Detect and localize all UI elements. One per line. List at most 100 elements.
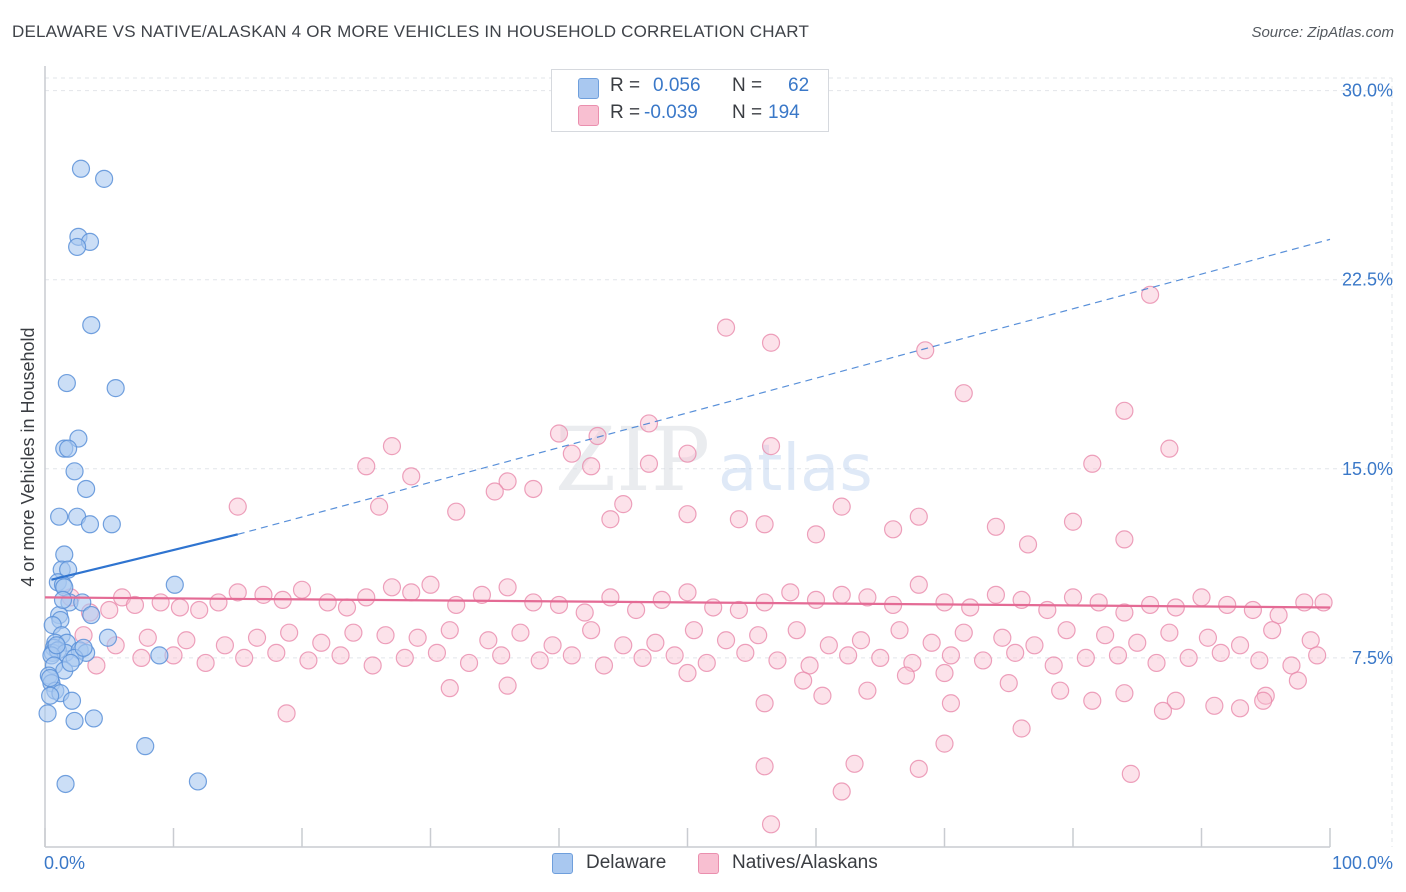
natives-point (626, 600, 646, 620)
natives-point (1006, 643, 1025, 662)
natives-point (440, 679, 459, 698)
natives-point (524, 593, 543, 612)
natives-point (440, 621, 459, 640)
source-label: Source: ZipAtlas.com (1251, 24, 1394, 41)
natives-point (549, 595, 569, 615)
natives-point (447, 595, 466, 615)
natives-point (941, 694, 961, 713)
natives-points (61, 285, 1333, 834)
delaware-point (55, 545, 74, 564)
bottom-swatch-delaware (552, 853, 573, 874)
natives-point (1051, 681, 1070, 700)
natives-point (909, 507, 928, 526)
natives-point (909, 575, 928, 594)
natives-point (1038, 600, 1057, 620)
natives-point (1063, 588, 1083, 607)
natives-point (601, 510, 620, 529)
natives-point (1108, 646, 1128, 665)
natives-point (678, 444, 697, 463)
natives-point (819, 636, 838, 655)
natives-point (614, 495, 633, 514)
natives-point (1140, 285, 1160, 304)
natives-point (832, 585, 851, 604)
delaware-point (65, 711, 84, 731)
legend-n-value: 194 (768, 102, 800, 123)
natives-point (447, 502, 466, 521)
natives-point (395, 648, 414, 668)
natives-point (678, 663, 697, 683)
natives-point (1243, 600, 1263, 620)
delaware-point (102, 515, 121, 534)
natives-point (883, 520, 903, 539)
natives-point (935, 663, 954, 683)
natives-point (228, 583, 247, 602)
delaware-point (38, 704, 57, 723)
natives-point (196, 653, 215, 673)
natives-point (935, 593, 954, 612)
natives-point (382, 578, 402, 597)
natives-point (1115, 684, 1134, 703)
natives-point (524, 479, 543, 499)
natives-point (247, 628, 267, 647)
natives-point (215, 636, 234, 655)
delaware-point (57, 373, 76, 393)
natives-point (337, 598, 357, 617)
natives-point (1250, 651, 1269, 670)
natives-point (402, 467, 421, 486)
delaware-points (38, 159, 208, 794)
watermark-zip: ZIP (555, 408, 710, 511)
natives-point (999, 674, 1018, 693)
natives-point (1115, 530, 1134, 549)
natives-point (277, 704, 296, 723)
natives-point (839, 646, 858, 665)
natives-point (601, 588, 620, 607)
natives-point (1012, 719, 1031, 738)
delaware-point (98, 628, 118, 647)
natives-point (1044, 656, 1063, 675)
watermark: ZIP atlas (555, 408, 873, 511)
natives-point (382, 437, 402, 456)
delaware-point (47, 636, 66, 655)
natives-point (781, 583, 800, 602)
natives-point (1128, 633, 1147, 652)
legend-row-delaware: R = 0.056 N = 62 (552, 75, 828, 101)
natives-point (973, 651, 993, 670)
natives-point (543, 636, 562, 655)
natives-point (562, 444, 581, 463)
natives-point (761, 437, 781, 456)
legend-r-value: 0.056 (653, 75, 701, 96)
natives-point (845, 754, 864, 773)
natives-point (138, 628, 157, 647)
natives-point (1115, 401, 1134, 420)
delaware-point (136, 737, 155, 756)
delaware-point (188, 772, 208, 791)
natives-trend-line (44, 596, 1331, 609)
natives-point (235, 648, 254, 668)
natives-point (594, 656, 614, 675)
natives-point (652, 590, 671, 610)
natives-point (787, 621, 806, 640)
natives-point (986, 585, 1006, 604)
delaware-point (71, 159, 91, 178)
y-axis-label: 4 or more Vehicles in Household (18, 327, 38, 586)
natives-point (1282, 656, 1301, 675)
delaware-point (61, 653, 80, 673)
natives-point (1205, 696, 1224, 715)
natives-point (1230, 636, 1250, 655)
legend-row-natives: R = -0.039 N = 194 (552, 102, 828, 128)
chart-title: DELAWARE VS NATIVE/ALASKAN 4 OR MORE VEH… (12, 22, 810, 41)
delaware-point (59, 439, 78, 458)
delaware-point (68, 237, 87, 257)
natives-point (916, 341, 935, 360)
x-tick-label: 100.0% (1332, 853, 1393, 873)
bottom-swatch-natives (698, 853, 719, 874)
delaware-point (150, 646, 169, 665)
natives-point (190, 600, 209, 620)
natives-point (331, 646, 350, 665)
natives-point (280, 623, 299, 642)
natives-point (941, 646, 961, 665)
y-tick-label: 30.0% (1342, 81, 1393, 101)
natives-point (1211, 643, 1230, 662)
y-tick-label: 7.5% (1352, 648, 1393, 668)
natives-point (357, 588, 376, 607)
